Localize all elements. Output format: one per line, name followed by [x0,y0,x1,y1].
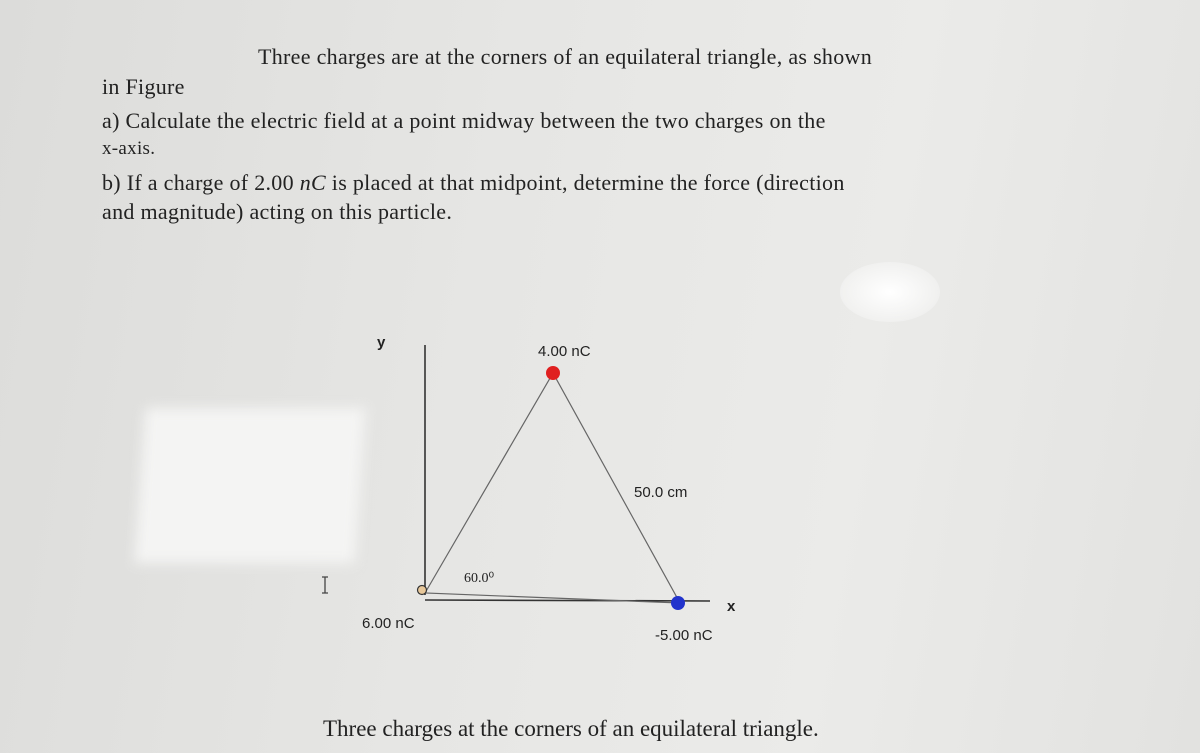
charge-dot [416,584,428,596]
side-label: 50.0 cm [634,484,687,501]
axis-label: y [377,334,386,351]
text-cursor [322,576,328,594]
figure-caption: Three charges at the corners of an equil… [323,716,819,741]
problem-line: Three charges are at the corners of an e… [258,44,873,69]
problem-line: x-axis. [102,138,156,159]
triangle [423,371,682,604]
text: is placed at that midpoint, determine th… [325,170,845,195]
light-spot [840,262,940,322]
charge-label: 6.00 nC [362,615,415,632]
unit: nC [299,170,326,195]
charge-dot [671,596,685,610]
problem-line: a) Calculate the electric field at a poi… [102,108,826,133]
charge-dot [546,366,560,380]
x-axis [424,599,711,602]
charge-label: 4.00 nC [538,343,591,360]
angle-label: 60.0⁰ [464,571,495,586]
axis-label: x [727,598,736,615]
text: b) If a charge of 2.00 [102,170,300,195]
problem-line: b) If a charge of 2.00 nC is placed at t… [102,170,845,196]
problem-line: and magnitude) acting on this particle. [102,199,453,224]
charge-label: -5.00 nC [655,627,713,644]
problem-line: in Figure [102,74,185,99]
